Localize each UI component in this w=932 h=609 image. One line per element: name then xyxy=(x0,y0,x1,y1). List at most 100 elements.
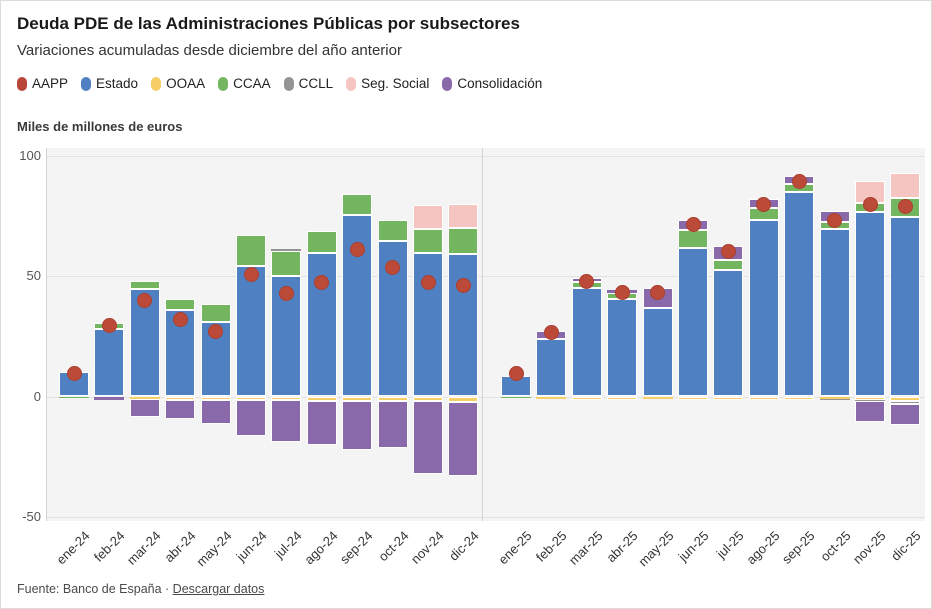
bar-segment-ooaa-oct-25[interactable] xyxy=(819,396,850,399)
bar-segment-ccll-jul-24[interactable] xyxy=(271,249,302,251)
bar-segment-ccaa-dic-24[interactable] xyxy=(448,228,479,255)
bar-segment-estado-may-25[interactable] xyxy=(642,307,673,397)
bar-segment-ccll-nov-25[interactable] xyxy=(855,399,885,401)
y-axis-unit-label: Miles de millones de euros xyxy=(17,119,183,134)
bar-segment-consolidacion-ago-24[interactable] xyxy=(306,400,337,446)
aapp-dot-ene-25[interactable] xyxy=(508,366,524,382)
aapp-dot-mar-24[interactable] xyxy=(137,293,153,309)
bar-segment-seg_social-dic-25[interactable] xyxy=(890,173,921,199)
bar-segment-consolidacion-jun-24[interactable] xyxy=(236,399,266,436)
aapp-dot-jun-25[interactable] xyxy=(685,216,701,232)
aapp-dot-mar-25[interactable] xyxy=(579,273,595,289)
aapp-dot-ago-25[interactable] xyxy=(756,196,772,212)
aapp-dot-dic-25[interactable] xyxy=(897,199,913,215)
aapp-dot-feb-25[interactable] xyxy=(543,325,559,341)
bar-segment-consolidacion-sep-24[interactable] xyxy=(342,400,373,450)
bar-segment-consolidacion-nov-25[interactable] xyxy=(855,400,885,423)
bar-segment-estado-ene-24[interactable] xyxy=(59,372,89,397)
bar-segment-consolidacion-mar-24[interactable] xyxy=(129,399,160,417)
aapp-dot-sep-24[interactable] xyxy=(349,242,365,258)
bar-segment-ooaa-ago-25[interactable] xyxy=(748,396,779,401)
legend-swatch-ccll xyxy=(283,76,294,91)
bar-segment-ooaa-feb-24[interactable] xyxy=(94,396,125,398)
bar-segment-ooaa-jul-24[interactable] xyxy=(271,396,302,401)
bar-segment-ooaa-jun-25[interactable] xyxy=(678,396,708,401)
aapp-dot-dic-24[interactable] xyxy=(455,278,471,294)
bar-segment-ooaa-dic-24[interactable] xyxy=(448,396,479,402)
bar-segment-consolidacion-may-24[interactable] xyxy=(200,399,231,425)
bar-segment-seg_social-dic-24[interactable] xyxy=(448,204,479,229)
bar-segment-estado-nov-25[interactable] xyxy=(855,211,885,397)
bar-segment-ooaa-feb-25[interactable] xyxy=(536,396,567,399)
bar-segment-ccaa-jun-25[interactable] xyxy=(678,229,708,248)
bar-segment-ooaa-oct-24[interactable] xyxy=(377,396,408,401)
bar-segment-ooaa-jul-25[interactable] xyxy=(713,396,744,401)
aapp-dot-nov-25[interactable] xyxy=(862,197,878,213)
bar-segment-ooaa-ago-24[interactable] xyxy=(306,396,337,401)
bar-segment-estado-feb-25[interactable] xyxy=(536,338,567,397)
bar-segment-ooaa-nov-24[interactable] xyxy=(413,396,443,401)
aapp-dot-ago-24[interactable] xyxy=(314,274,330,290)
bar-segment-consolidacion-feb-24[interactable] xyxy=(94,397,125,400)
bar-segment-consolidacion-jul-24[interactable] xyxy=(271,400,302,443)
bar-segment-ccaa-may-24[interactable] xyxy=(200,304,231,322)
aapp-dot-jun-24[interactable] xyxy=(243,267,259,283)
bar-segment-seg_social-nov-24[interactable] xyxy=(413,204,443,230)
bar-segment-estado-dic-25[interactable] xyxy=(890,216,921,397)
bar-segment-ccll-oct-25[interactable] xyxy=(819,398,850,401)
bar-segment-estado-jul-25[interactable] xyxy=(713,270,744,397)
aapp-dot-feb-24[interactable] xyxy=(101,317,117,333)
panel-divider-line xyxy=(482,148,483,521)
aapp-dot-jul-25[interactable] xyxy=(720,244,736,260)
bar-segment-ooaa-may-24[interactable] xyxy=(200,396,231,400)
bar-segment-estado-feb-24[interactable] xyxy=(94,329,125,397)
aapp-dot-may-24[interactable] xyxy=(208,324,224,339)
bar-segment-estado-oct-25[interactable] xyxy=(819,228,850,397)
aapp-dot-may-25[interactable] xyxy=(650,285,666,301)
bar-segment-ooaa-dic-25[interactable] xyxy=(890,396,921,401)
bar-segment-ccaa-abr-24[interactable] xyxy=(165,299,196,310)
bar-segment-ooaa-mar-25[interactable] xyxy=(571,396,602,401)
bar-segment-estado-jun-25[interactable] xyxy=(678,247,708,397)
bar-segment-ooaa-nov-25[interactable] xyxy=(855,396,885,400)
bar-segment-ccaa-ene-24[interactable] xyxy=(59,396,89,399)
aapp-dot-abr-24[interactable] xyxy=(172,312,188,328)
bar-segment-ccaa-jul-25[interactable] xyxy=(713,260,744,271)
bar-segment-ccaa-jul-24[interactable] xyxy=(271,250,302,276)
bar-segment-ccaa-oct-24[interactable] xyxy=(377,219,408,241)
bar-segment-consolidacion-dic-24[interactable] xyxy=(448,401,479,477)
bar-segment-ccaa-sep-24[interactable] xyxy=(342,194,373,215)
bar-segment-estado-mar-25[interactable] xyxy=(571,287,602,397)
bar-segment-ccaa-ago-24[interactable] xyxy=(306,231,337,254)
bar-segment-consolidacion-dic-25[interactable] xyxy=(890,404,921,425)
bar-segment-ccaa-nov-24[interactable] xyxy=(413,229,443,254)
bar-segment-ccaa-mar-24[interactable] xyxy=(129,280,160,290)
bar-segment-ooaa-sep-25[interactable] xyxy=(784,396,815,401)
download-data-link[interactable]: Descargar datos xyxy=(172,582,265,596)
aapp-dot-sep-25[interactable] xyxy=(791,173,807,189)
bar-segment-ooaa-abr-25[interactable] xyxy=(607,396,638,401)
aapp-dot-ene-24[interactable] xyxy=(66,366,82,382)
aapp-dot-abr-25[interactable] xyxy=(614,284,630,300)
bar-segment-estado-jun-24[interactable] xyxy=(236,265,266,397)
bar-segment-ccaa-jun-24[interactable] xyxy=(236,235,266,266)
bar-segment-ooaa-jun-24[interactable] xyxy=(236,396,266,400)
bar-segment-ooaa-abr-24[interactable] xyxy=(165,396,196,400)
bar-segment-ccaa-ene-25[interactable] xyxy=(501,396,531,399)
bar-segment-consolidacion-oct-24[interactable] xyxy=(377,400,408,448)
bar-segment-ooaa-may-25[interactable] xyxy=(642,396,673,399)
bar-segment-consolidacion-nov-24[interactable] xyxy=(413,400,443,474)
bar-segment-ooaa-mar-24[interactable] xyxy=(129,396,160,400)
bar-segment-estado-abr-25[interactable] xyxy=(607,299,638,397)
bar-segment-estado-may-24[interactable] xyxy=(200,321,231,397)
bar-segment-estado-sep-25[interactable] xyxy=(784,191,815,397)
aapp-dot-nov-24[interactable] xyxy=(420,274,436,290)
bar-segment-ccll-dic-25[interactable] xyxy=(890,400,921,405)
bar-segment-estado-ago-25[interactable] xyxy=(748,220,779,397)
bar-segment-consolidacion-abr-24[interactable] xyxy=(165,399,196,419)
bar-segment-estado-dic-24[interactable] xyxy=(448,254,479,397)
bar-segment-ooaa-sep-24[interactable] xyxy=(342,396,373,401)
aapp-dot-oct-24[interactable] xyxy=(385,260,401,276)
aapp-dot-oct-25[interactable] xyxy=(827,212,843,228)
aapp-dot-jul-24[interactable] xyxy=(278,286,294,302)
